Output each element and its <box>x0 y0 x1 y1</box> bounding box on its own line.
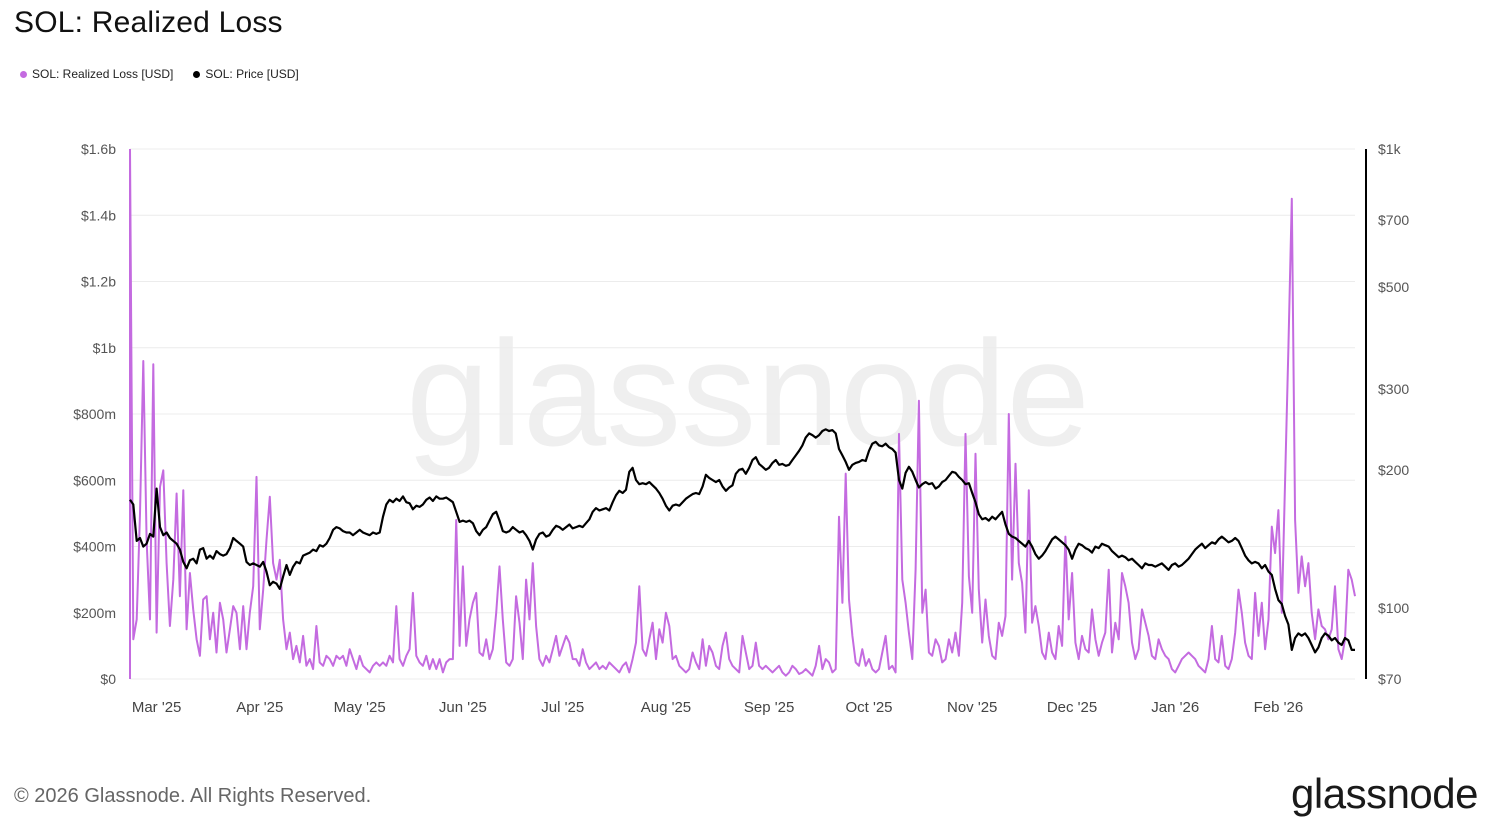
y-left-tick-label: $400m <box>73 539 116 555</box>
x-tick-label: Apr '25 <box>236 699 283 716</box>
legend-label-price: SOL: Price [USD] <box>205 67 299 81</box>
watermark: glassnode <box>406 309 1090 477</box>
series-line-price <box>129 428 1355 654</box>
x-tick-label: Sep '25 <box>744 699 794 716</box>
chart-title: SOL: Realized Loss <box>14 6 283 39</box>
y-left-tick-label: $1.2b <box>81 274 116 290</box>
y-right-tick-label: $300 <box>1378 381 1409 397</box>
legend-swatch-realized-loss <box>20 70 27 78</box>
x-tick-label: Jun '25 <box>439 699 487 716</box>
series-line-realized-loss <box>129 148 1356 677</box>
y-right-tick-label: $1k <box>1378 141 1402 157</box>
x-tick-label: Oct '25 <box>845 699 892 716</box>
y-left-tick-label: $1.4b <box>81 207 116 223</box>
copyright-footer: © 2026 Glassnode. All Rights Reserved. <box>14 785 372 807</box>
x-tick-label: Mar '25 <box>132 699 182 716</box>
gridlines <box>130 148 1355 680</box>
chart-area: glassnode $0 $200m $400m $600m $800m $1b $1.2b… <box>73 141 1409 716</box>
legend: SOL: Realized Loss [USD] SOL: Price [USD… <box>20 67 299 81</box>
x-tick-label: Aug '25 <box>641 699 691 716</box>
y-left-tick-label: $0 <box>100 671 116 687</box>
legend-item-realized-loss[interactable]: SOL: Realized Loss [USD] <box>20 67 173 81</box>
x-tick-label: May '25 <box>334 699 386 716</box>
y-right-tick-label: $70 <box>1378 671 1402 687</box>
y-axis-right: $70 $100 $200 $300 $500 $700 $1k <box>1378 141 1409 687</box>
x-tick-label: Jul '25 <box>541 699 584 716</box>
x-tick-label: Feb '26 <box>1254 699 1304 716</box>
y-axis-left: $0 $200m $400m $600m $800m $1b $1.2b $1.4b $1.6b <box>73 141 116 687</box>
y-left-tick-label: $1.6b <box>81 141 116 157</box>
x-tick-label: Nov '25 <box>947 699 997 716</box>
x-tick-label: Jan '26 <box>1151 699 1199 716</box>
legend-label-realized-loss: SOL: Realized Loss [USD] <box>32 67 174 81</box>
y-right-tick-label: $200 <box>1378 462 1409 478</box>
y-left-tick-label: $1b <box>93 340 117 356</box>
x-tick-label: Dec '25 <box>1047 699 1097 716</box>
y-left-tick-label: $800m <box>73 406 116 422</box>
legend-swatch-price <box>193 70 201 78</box>
brand-logo: glassnode <box>1291 770 1478 817</box>
y-left-tick-label: $200m <box>73 605 116 621</box>
y-left-tick-label: $600m <box>73 472 116 488</box>
x-axis: Mar '25 Apr '25 May '25 Jun '25 Jul '25 Aug '… <box>132 699 1303 716</box>
y-right-tick-label: $700 <box>1378 212 1409 228</box>
legend-item-price[interactable]: SOL: Price [USD] <box>193 67 299 81</box>
y-right-tick-label: $100 <box>1378 600 1409 616</box>
y-right-tick-label: $500 <box>1378 279 1409 295</box>
